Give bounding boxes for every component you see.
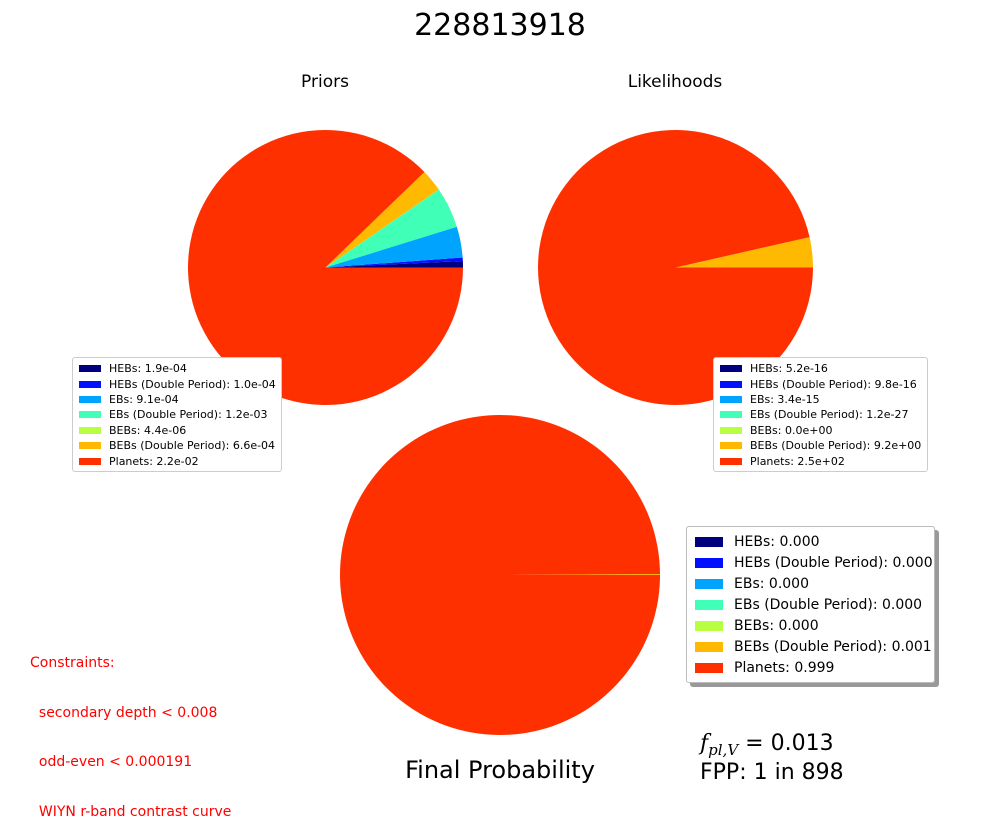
legend-swatch bbox=[695, 578, 723, 589]
legend-entry-bebs-double-period: BEBs (Double Period): 0.001 bbox=[695, 636, 932, 657]
legend-label: EBs: 9.1e-04 bbox=[109, 392, 179, 406]
legend-entry-bebs: BEBs: 4.4e-06 bbox=[79, 423, 275, 438]
legend-swatch bbox=[695, 599, 723, 610]
legend-swatch bbox=[720, 365, 742, 373]
pie-slice-ebs-double-period bbox=[325, 189, 457, 268]
legend-entry-bebs-double-period: BEBs (Double Period): 6.6e-04 bbox=[79, 438, 275, 453]
fpp-value: FPP: 1 in 898 bbox=[700, 760, 844, 785]
legend-entry-hebs-double-period: HEBs (Double Period): 9.8e-16 bbox=[720, 376, 921, 391]
legend-label: HEBs (Double Period): 0.000 bbox=[734, 554, 933, 571]
legend-label: HEBs: 5.2e-16 bbox=[750, 362, 828, 376]
legend-entry-bebs: BEBs: 0.0e+00 bbox=[720, 423, 921, 438]
legend-swatch bbox=[79, 365, 101, 373]
final-probability-pie bbox=[339, 414, 660, 735]
pie-slice-planets bbox=[187, 130, 463, 405]
legend-label: HEBs (Double Period): 1.0e-04 bbox=[109, 377, 276, 391]
likelihoods-title: Likelihoods bbox=[627, 72, 723, 92]
legend-entry-hebs-double-period: HEBs (Double Period): 1.0e-04 bbox=[79, 376, 276, 391]
fpl-value: fpl,V = 0.013 bbox=[700, 731, 834, 759]
legend-entry-bebs-double-period: BEBs (Double Period): 9.2e+00 bbox=[720, 438, 921, 453]
legend-entry-ebs-double-period: EBs (Double Period): 1.2e-03 bbox=[79, 407, 275, 422]
legend-entry-bebs: BEBs: 0.000 bbox=[695, 615, 926, 636]
final-probability-legend: HEBs: 0.000 HEBs (Double Period): 0.000 EB… bbox=[686, 526, 935, 683]
legend-entry-ebs: EBs: 3.4e-15 bbox=[720, 392, 921, 407]
legend-swatch bbox=[720, 380, 742, 388]
legend-entry-hebs-double-period: HEBs (Double Period): 0.000 bbox=[695, 552, 933, 573]
legend-swatch bbox=[720, 411, 742, 419]
legend-label: BEBs (Double Period): 0.001 bbox=[734, 638, 932, 655]
legend-label: EBs: 3.4e-15 bbox=[750, 392, 820, 406]
legend-swatch bbox=[79, 457, 101, 465]
legend-swatch bbox=[720, 426, 742, 434]
legend-label: HEBs: 1.9e-04 bbox=[109, 362, 187, 376]
constraints-heading: Constraints: bbox=[30, 655, 115, 671]
priors-title: Priors bbox=[301, 72, 349, 92]
legend-label: EBs (Double Period): 1.2e-03 bbox=[109, 408, 268, 422]
legend-entry-hebs: HEBs: 5.2e-16 bbox=[720, 361, 921, 376]
constraints-annotation: Constraints: secondary depth < 0.008 odd… bbox=[30, 622, 231, 837]
constraint-odd-even: odd-even < 0.000191 bbox=[30, 754, 193, 770]
legend-label: BEBs (Double Period): 6.6e-04 bbox=[109, 439, 276, 453]
legend-entry-hebs: HEBs: 1.9e-04 bbox=[79, 361, 275, 376]
legend-label: BEBs (Double Period): 9.2e+00 bbox=[750, 439, 922, 453]
legend-label: HEBs: 0.000 bbox=[734, 533, 820, 550]
pie-slice-hebs-double-period bbox=[325, 257, 463, 268]
legend-swatch bbox=[79, 395, 101, 403]
legend-label: Planets: 2.5e+02 bbox=[750, 454, 845, 468]
priors-legend: HEBs: 1.9e-04 HEBs (Double Period): 1.0e-… bbox=[72, 357, 282, 472]
legend-label: BEBs: 4.4e-06 bbox=[109, 423, 187, 437]
pie-slice-planets bbox=[339, 414, 660, 735]
legend-label: Planets: 0.999 bbox=[734, 659, 835, 676]
legend-entry-hebs: HEBs: 0.000 bbox=[695, 531, 926, 552]
legend-label: Planets: 2.2e-02 bbox=[109, 454, 199, 468]
legend-swatch bbox=[79, 426, 101, 434]
chart-title: 228813918 bbox=[414, 8, 586, 43]
pie-slice-bebs-double-period bbox=[325, 171, 439, 268]
legend-swatch bbox=[695, 641, 723, 652]
legend-swatch bbox=[720, 457, 742, 465]
legend-entry-ebs-double-period: EBs (Double Period): 1.2e-27 bbox=[720, 407, 921, 422]
legend-swatch bbox=[695, 536, 723, 547]
legend-swatch bbox=[695, 557, 723, 568]
legend-entry-ebs: EBs: 9.1e-04 bbox=[79, 392, 275, 407]
legend-swatch bbox=[720, 442, 742, 450]
legend-swatch bbox=[79, 411, 101, 419]
legend-label: EBs (Double Period): 0.000 bbox=[734, 596, 923, 613]
fpl-subscript: pl,V bbox=[708, 741, 739, 759]
pie-slice-bebs bbox=[325, 189, 439, 268]
fpl-symbol: f bbox=[700, 731, 709, 756]
legend-entry-planets: Planets: 2.5e+02 bbox=[720, 453, 921, 468]
legend-label: HEBs (Double Period): 9.8e-16 bbox=[750, 377, 917, 391]
pie-slice-planets bbox=[538, 130, 813, 405]
fpl-number: 0.013 bbox=[770, 731, 834, 756]
legend-label: EBs: 0.000 bbox=[734, 575, 809, 592]
legend-swatch bbox=[79, 442, 101, 450]
pie-slice-bebs-double-period bbox=[675, 237, 813, 268]
pie-slice-hebs bbox=[325, 260, 463, 268]
legend-swatch bbox=[695, 620, 723, 631]
legend-label: BEBs: 0.000 bbox=[734, 617, 819, 634]
likelihoods-legend: HEBs: 5.2e-16 HEBs (Double Period): 9.8e-… bbox=[713, 357, 928, 472]
legend-label: EBs (Double Period): 1.2e-27 bbox=[750, 408, 909, 422]
likelihoods-pie bbox=[538, 130, 813, 405]
legend-swatch bbox=[720, 395, 742, 403]
legend-entry-planets: Planets: 2.2e-02 bbox=[79, 453, 275, 468]
legend-swatch bbox=[79, 380, 101, 388]
constraint-secondary-depth: secondary depth < 0.008 bbox=[30, 704, 218, 721]
legend-swatch bbox=[695, 662, 723, 673]
legend-entry-planets: Planets: 0.999 bbox=[695, 657, 926, 678]
final-probability-label: Final Probability bbox=[405, 756, 595, 784]
pie-slice-ebs bbox=[325, 226, 463, 268]
legend-entry-ebs: EBs: 0.000 bbox=[695, 573, 926, 594]
legend-entry-ebs-double-period: EBs (Double Period): 0.000 bbox=[695, 594, 926, 615]
legend-label: BEBs: 0.0e+00 bbox=[750, 423, 833, 437]
fpl-equals: = bbox=[738, 731, 771, 756]
priors-pie bbox=[187, 130, 463, 405]
constraint-contrast-curve: WIYN r-band contrast curve bbox=[30, 803, 232, 820]
